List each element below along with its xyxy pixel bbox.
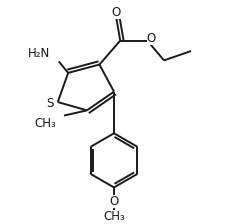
Text: O: O <box>146 32 155 45</box>
Text: CH₃: CH₃ <box>103 210 124 223</box>
Text: O: O <box>111 6 120 19</box>
Text: CH₃: CH₃ <box>34 117 55 130</box>
Text: H₂N: H₂N <box>28 47 50 60</box>
Text: S: S <box>46 97 53 110</box>
Text: O: O <box>109 195 118 208</box>
